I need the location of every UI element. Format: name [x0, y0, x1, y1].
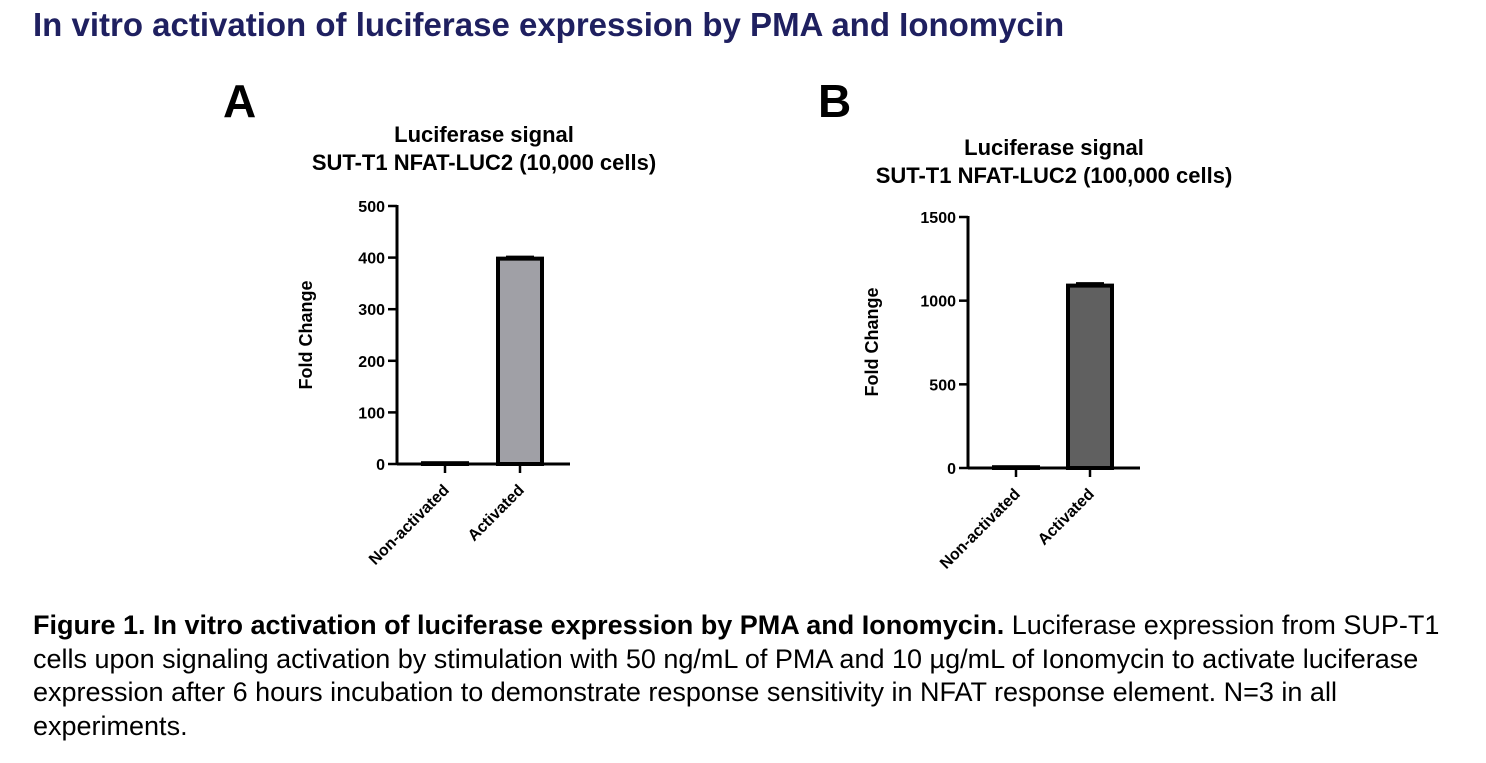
chart1-bar-2 — [496, 256, 544, 466]
chart1-title-line-2: SUT-T1 NFAT-LUC2 (10,000 cells) — [312, 150, 656, 175]
chart2-category-label-1: Non-activated — [937, 486, 1024, 573]
figure-caption: Figure 1. In vitro activation of lucifer… — [33, 609, 1453, 743]
charts-canvas: Luciferase signal SUT-T1 NFAT-LUC2 (10,00… — [296, 122, 1233, 573]
panel-label-b: B — [818, 75, 852, 127]
chart1-y-tick-label-2: 100 — [358, 405, 385, 422]
caption-bold: Figure 1. In vitro activation of lucifer… — [33, 610, 1005, 640]
chart1-title-line-1: Luciferase signal — [394, 122, 574, 147]
chart1-y-tick-label-3: 200 — [358, 354, 385, 371]
chart2-y-tick-label-3: 1000 — [920, 294, 956, 311]
chart2-y-axis-label: Fold Change — [862, 288, 882, 397]
chart1-y-axis-label: Fold Change — [296, 281, 316, 390]
chart2-y-tick-label-4: 1500 — [920, 210, 956, 227]
chart1-category-label-1: Non-activated — [366, 482, 453, 569]
page-title: In vitro activation of luciferase expres… — [33, 6, 1065, 43]
chart2-title-line-1: Luciferase signal — [964, 135, 1144, 160]
caption-text: Luciferase expression from SUP-T1 cells … — [33, 610, 1440, 741]
panel-label-a: A — [223, 75, 257, 127]
chart1-y-tick-label-6: 500 — [358, 199, 385, 216]
chart2-category-label-2: Activated — [1035, 486, 1098, 549]
chart1-category-label-2: Activated — [465, 482, 528, 545]
chart1-y-tick-label-1: 0 — [376, 457, 385, 474]
chart1-y-tick-label-4: 300 — [358, 302, 385, 319]
chart2-title-line-2: SUT-T1 NFAT-LUC2 (100,000 cells) — [876, 163, 1233, 188]
chart1-y-tick-label-5: 400 — [358, 251, 385, 268]
chart2-y-tick-label-1: 0 — [947, 461, 956, 478]
chart2-y-tick-label-2: 500 — [929, 377, 956, 394]
chart2-bar-2 — [1066, 283, 1114, 470]
